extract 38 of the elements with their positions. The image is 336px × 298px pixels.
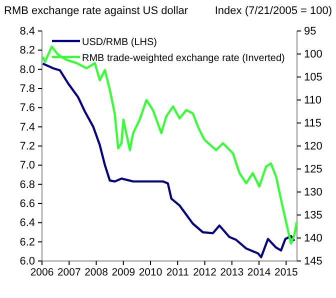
y-tick-label: 7.6 [20, 102, 35, 114]
x-tick-label: 2014 [247, 266, 271, 278]
x-tick-label: 2012 [193, 266, 217, 278]
legend-label: USD/RMB (LHS) [82, 37, 158, 48]
y2-tick-label: 95 [304, 26, 316, 38]
x-tick-label: 2007 [57, 266, 81, 278]
y2-tick-label: 130 [304, 186, 322, 199]
y-tick-label: 7.8 [20, 83, 35, 96]
y-tick-label: 6.4 [20, 217, 35, 230]
x-tick-label: 2015 [274, 266, 298, 278]
y-axis-title: RMB exchange rate against US dollar [4, 5, 188, 17]
y2-tick-label: 115 [304, 118, 322, 130]
legend-label: RMB trade-weighted exchange rate (Inverted) [82, 53, 285, 64]
y-tick-label: 7.2 [20, 140, 35, 153]
x-tick-label: 2011 [166, 266, 190, 278]
y2-tick-label: 120 [304, 140, 322, 153]
x-tick-label: 2010 [138, 266, 162, 278]
y-tick-label: 8.0 [20, 64, 35, 76]
x-tick-label: 2009 [112, 266, 136, 278]
y-tick-label: 8.2 [20, 44, 35, 57]
y2-tick-label: 140 [304, 232, 322, 245]
y2-tick-label: 125 [304, 164, 322, 176]
y2-tick-label: 100 [304, 48, 322, 61]
y2-tick-label: 135 [304, 210, 322, 222]
x-tick-label: 2006 [30, 266, 54, 278]
y-tick-label: 6.2 [20, 236, 35, 248]
y-tick-label: 8.4 [20, 26, 35, 38]
y-tick-label: 6.0 [20, 256, 35, 268]
x-tick-label: 2008 [84, 266, 108, 278]
y2-tick-label: 145 [304, 256, 322, 268]
y-tick-label: 7.4 [20, 121, 35, 134]
y2-tick-label: 110 [304, 94, 322, 107]
y-tick-label: 6.6 [20, 198, 35, 210]
y2-axis-title: Index (7/21/2005 = 100) [214, 5, 332, 17]
y-tick-label: 6.8 [20, 178, 35, 191]
y-tick-label: 7.0 [20, 160, 35, 172]
y2-tick-label: 105 [304, 72, 322, 84]
x-tick-label: 2013 [220, 266, 244, 278]
